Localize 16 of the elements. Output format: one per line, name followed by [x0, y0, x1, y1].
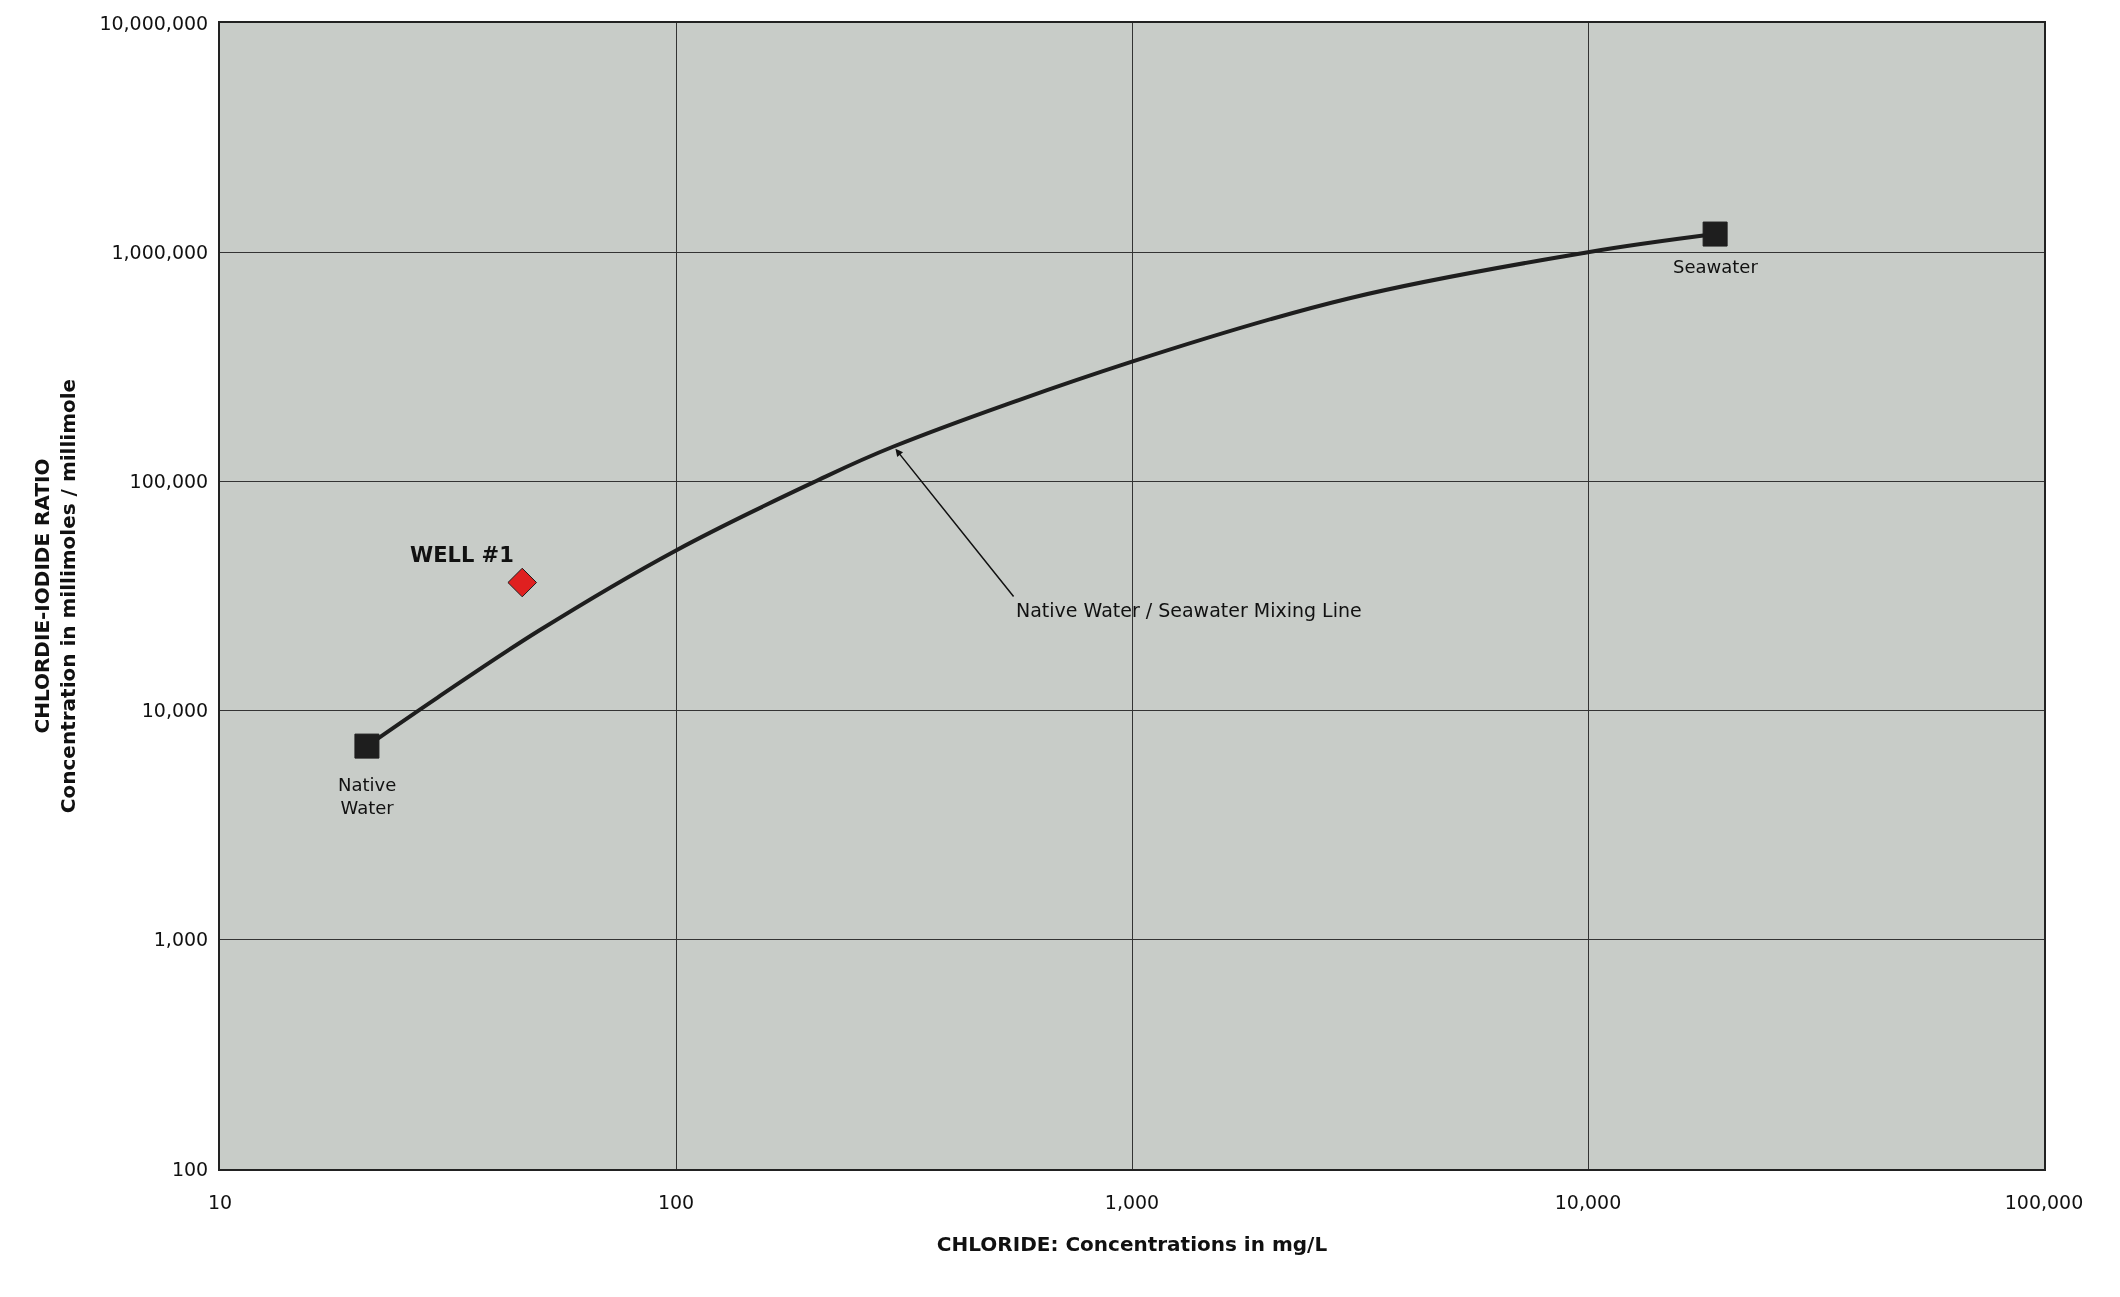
x-tick-label: 100 [657, 1190, 695, 1213]
x-tick-label: 1,000 [1104, 1190, 1160, 1213]
annotation: WELL #1 [410, 543, 514, 567]
x-tick-label: 10,000 [1554, 1190, 1622, 1213]
x-axis-title: CHLORIDE: Concentrations in mg/L [936, 1231, 1328, 1256]
y-tick-label: 100,000 [129, 470, 209, 493]
y-tick-label: 10,000,000 [99, 11, 209, 34]
y-tick-label: 1,000,000 [111, 240, 209, 263]
annotation: Native Water [338, 774, 397, 819]
y-tick-label: 100 [171, 1157, 209, 1180]
x-tick-label: 10 [207, 1190, 233, 1213]
y-tick-label: 10,000 [141, 699, 209, 722]
x-tick-label: 100,000 [2004, 1190, 2084, 1213]
annotation: Seawater [1673, 256, 1759, 277]
y-axis-title: CHLORDIE-IODIDE RATIO Concentration in millimoles / millimole [30, 378, 81, 814]
y-tick-label: 1,000 [153, 928, 209, 951]
